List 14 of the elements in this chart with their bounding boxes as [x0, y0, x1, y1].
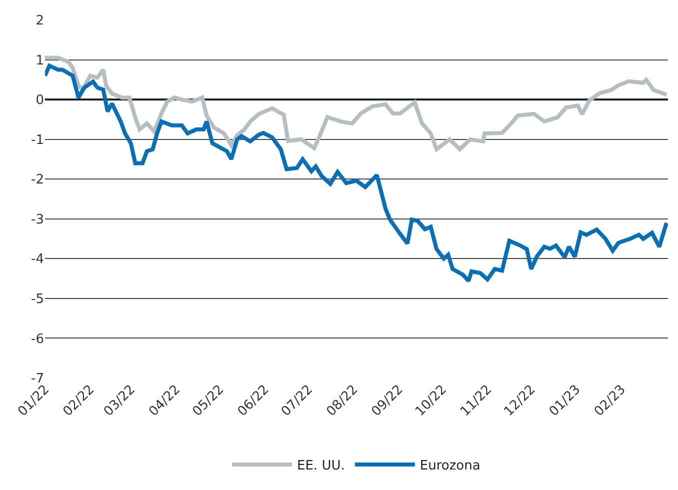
line-series: [45, 64, 668, 283]
y-tick-label: -4: [31, 252, 44, 268]
y-tick-label: 1: [36, 53, 44, 68]
y-tick-label: -5: [31, 292, 44, 307]
y-tick-label: 2: [36, 14, 44, 29]
y-tick-label: -6: [31, 332, 44, 347]
legend-label: EE. UU.: [297, 458, 345, 474]
y-tick-label: -7: [31, 372, 44, 387]
y-tick-label: 0: [36, 93, 44, 108]
line-series: [45, 56, 668, 152]
y-tick-label: -3: [31, 212, 44, 228]
y-tick-label: -1: [31, 132, 44, 148]
y-tick-label: -2: [31, 172, 44, 188]
legend-label: Eurozona: [420, 458, 480, 474]
